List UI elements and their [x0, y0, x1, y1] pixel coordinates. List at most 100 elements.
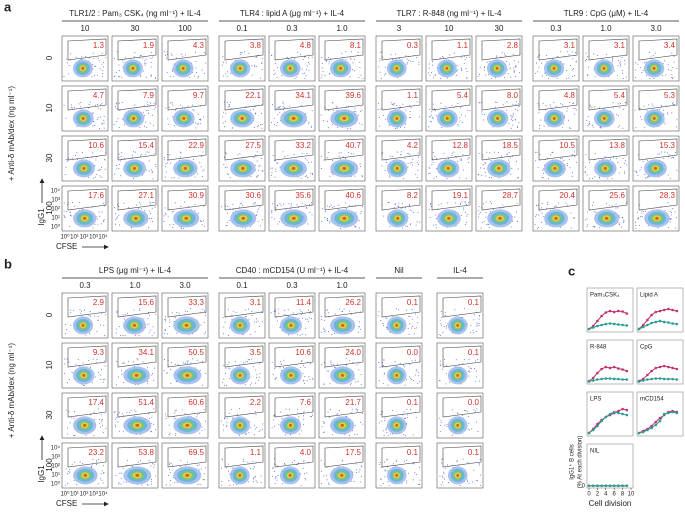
event-dot: [304, 460, 305, 461]
event-dot: [442, 476, 443, 477]
series-point: [667, 321, 670, 324]
event-dot: [470, 325, 471, 326]
event-dot: [389, 175, 390, 176]
event-dot: [175, 109, 176, 110]
event-dot: [406, 409, 407, 410]
event-dot: [416, 327, 417, 328]
event-dot: [575, 52, 576, 53]
event-dot: [412, 164, 413, 165]
event-dot: [66, 211, 67, 212]
gate-percent: 17.4: [88, 398, 104, 407]
event-dot: [418, 164, 419, 165]
event-dot: [516, 66, 517, 67]
event-dot: [350, 128, 351, 129]
event-dot: [517, 127, 518, 128]
event-dot: [164, 51, 165, 52]
event-dot: [327, 121, 328, 122]
event-dot: [69, 469, 70, 470]
event-dot: [122, 60, 123, 61]
event-dot: [647, 176, 648, 177]
event-dot: [309, 64, 310, 65]
event-dot: [385, 119, 386, 120]
event-dot: [355, 205, 356, 206]
event-dot: [410, 61, 411, 62]
event-dot: [362, 424, 363, 425]
event-dot: [668, 175, 669, 176]
event-dot: [644, 106, 645, 107]
event-dot: [641, 212, 642, 213]
event-dot: [115, 213, 116, 214]
event-dot: [121, 473, 122, 474]
event-dot: [271, 168, 272, 169]
event-dot: [92, 64, 93, 65]
series-point: [600, 484, 603, 487]
event-dot: [199, 433, 200, 434]
event-dot: [170, 485, 171, 486]
event-dot: [135, 335, 136, 336]
mini-plot-title: LPS: [590, 397, 601, 403]
series-point: [626, 378, 629, 381]
event-dot: [409, 117, 410, 118]
y-tick-label: 10⁴: [51, 188, 61, 195]
gate-percent: 7.6: [300, 398, 312, 407]
event-dot: [261, 128, 262, 129]
event-dot: [302, 73, 303, 74]
event-dot: [489, 152, 490, 153]
gate-percent: 3.1: [564, 41, 576, 50]
event-dot: [358, 115, 359, 116]
event-dot: [155, 164, 156, 165]
series-point: [617, 310, 620, 313]
event-dot: [516, 101, 517, 102]
event-dot: [245, 309, 246, 310]
event-dot: [327, 220, 328, 221]
event-dot: [433, 152, 434, 153]
event-dot: [417, 170, 418, 171]
event-dot: [271, 312, 272, 313]
event-dot: [179, 313, 180, 314]
event-dot: [258, 380, 259, 381]
event-dot: [227, 213, 228, 214]
event-dot: [467, 479, 468, 480]
event-dot: [304, 78, 305, 79]
density: [239, 374, 242, 377]
event-dot: [71, 417, 72, 418]
event-dot: [588, 116, 589, 117]
series-point: [646, 319, 649, 322]
event-dot: [225, 373, 226, 374]
event-dot: [463, 207, 464, 208]
event-dot: [183, 228, 184, 229]
series-point: [600, 378, 603, 381]
event-dot: [93, 178, 94, 179]
event-dot: [330, 409, 331, 410]
event-dot: [69, 226, 70, 227]
event-dot: [120, 161, 121, 162]
series-point: [621, 324, 624, 327]
event-dot: [67, 434, 68, 435]
event-dot: [570, 167, 571, 168]
event-dot: [305, 478, 306, 479]
series-point: [613, 484, 616, 487]
event-dot: [176, 58, 177, 59]
event-dot: [248, 319, 249, 320]
series-point: [646, 374, 649, 377]
event-dot: [384, 373, 385, 374]
event-dot: [671, 70, 672, 71]
event-dot: [176, 332, 177, 333]
event-dot: [83, 362, 84, 363]
event-dot: [81, 311, 82, 312]
event-dot: [635, 225, 636, 226]
event-dot: [618, 127, 619, 128]
event-dot: [637, 64, 638, 65]
event-dot: [195, 177, 196, 178]
gate-percent: 12.8: [452, 141, 468, 150]
y-tick-label: 10¹: [51, 473, 60, 479]
event-dot: [537, 228, 538, 229]
event-dot: [254, 157, 255, 158]
event-dot: [653, 78, 654, 79]
event-dot: [303, 59, 304, 60]
event-dot: [72, 464, 73, 465]
event-dot: [535, 216, 536, 217]
event-dot: [473, 332, 474, 333]
event-dot: [563, 123, 564, 124]
event-dot: [305, 75, 306, 76]
